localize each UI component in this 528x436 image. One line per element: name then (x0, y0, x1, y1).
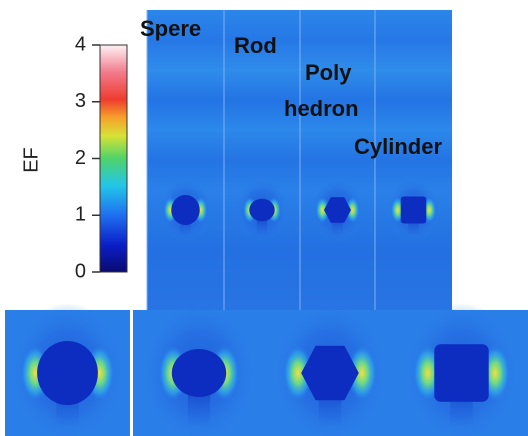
panel (375, 10, 452, 310)
particle (172, 349, 226, 397)
panel-label: Rod (234, 33, 277, 58)
panel (147, 10, 224, 310)
particle (249, 199, 275, 222)
panel-gap (130, 310, 133, 436)
colorbar-label: EF (20, 147, 42, 173)
colorbar-tick-label: 2 (75, 147, 86, 169)
colorbar-tick-label: 0 (75, 260, 86, 282)
panel-label: hedron (284, 96, 359, 121)
particle (401, 197, 427, 224)
colorbar (100, 45, 127, 272)
particle (171, 195, 200, 225)
colorbar-tick-label: 3 (75, 90, 86, 112)
panel-label: Cylinder (354, 134, 442, 159)
particle (37, 341, 98, 405)
colorbar-tick-label: 4 (75, 33, 86, 55)
figure: EF 0 1 2 3 4 Spere Rod Poly hedron Cylinder (0, 0, 528, 436)
panel-label: Poly (305, 60, 352, 85)
panel (300, 10, 375, 310)
panel-label: Spere (140, 16, 201, 41)
colorbar-tick-label: 1 (75, 204, 86, 226)
particle (434, 344, 488, 402)
